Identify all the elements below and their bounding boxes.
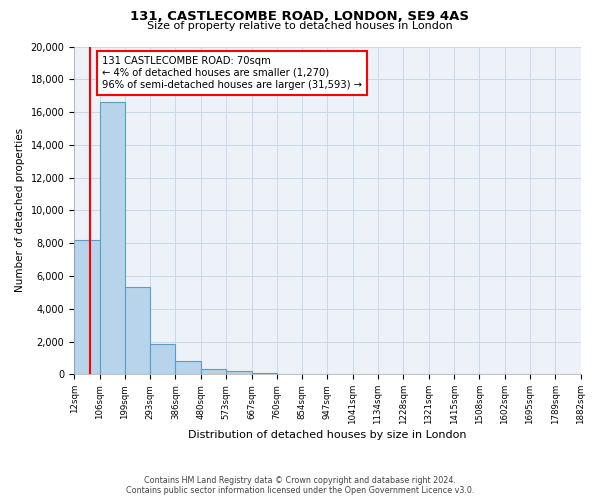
Bar: [100, 102, 125, 374]
Text: Size of property relative to detached houses in London: Size of property relative to detached ho…: [147, 21, 453, 31]
Text: 131 CASTLECOMBE ROAD: 70sqm
← 4% of detached houses are smaller (1,270)
96% of s: 131 CASTLECOMBE ROAD: 70sqm ← 4% of deta…: [102, 56, 362, 90]
Bar: [74, 240, 100, 374]
Bar: [150, 344, 175, 374]
Bar: [175, 361, 201, 374]
Bar: [226, 371, 251, 374]
X-axis label: Distribution of detached houses by size in London: Distribution of detached houses by size …: [188, 430, 467, 440]
Bar: [251, 372, 277, 374]
Bar: [125, 288, 150, 374]
Bar: [201, 370, 226, 374]
Y-axis label: Number of detached properties: Number of detached properties: [15, 128, 25, 292]
Text: Contains HM Land Registry data © Crown copyright and database right 2024.
Contai: Contains HM Land Registry data © Crown c…: [126, 476, 474, 495]
Text: 131, CASTLECOMBE ROAD, LONDON, SE9 4AS: 131, CASTLECOMBE ROAD, LONDON, SE9 4AS: [131, 10, 470, 23]
